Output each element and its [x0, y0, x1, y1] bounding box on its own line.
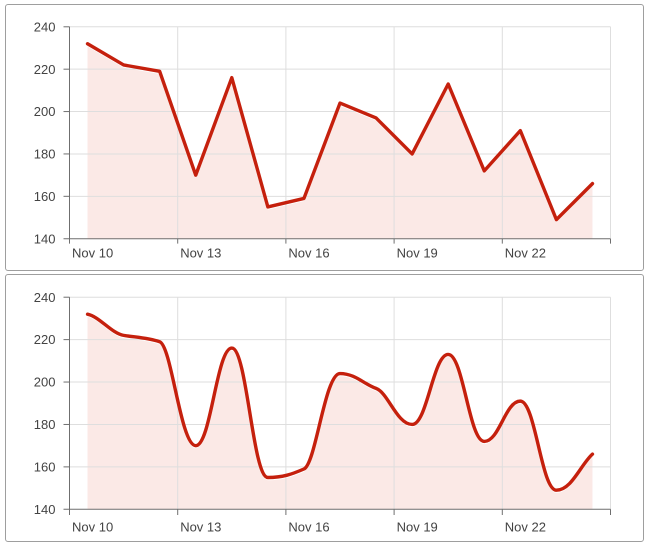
svg-text:140: 140	[34, 231, 56, 246]
svg-text:220: 220	[34, 62, 56, 77]
svg-text:Nov 13: Nov 13	[180, 519, 221, 534]
svg-text:140: 140	[34, 502, 56, 517]
svg-text:Nov 10: Nov 10	[72, 519, 113, 534]
svg-text:Nov 22: Nov 22	[505, 519, 546, 534]
svg-text:160: 160	[34, 189, 56, 204]
svg-text:Nov 22: Nov 22	[505, 246, 546, 261]
svg-text:Nov 13: Nov 13	[180, 246, 221, 261]
svg-text:Nov 19: Nov 19	[397, 246, 438, 261]
svg-text:240: 240	[34, 19, 56, 34]
svg-text:Nov 10: Nov 10	[72, 246, 113, 261]
svg-text:160: 160	[34, 459, 56, 474]
svg-text:Nov 16: Nov 16	[288, 519, 329, 534]
svg-text:180: 180	[34, 417, 56, 432]
svg-text:200: 200	[34, 104, 56, 119]
svg-text:220: 220	[34, 332, 56, 347]
svg-text:Nov 16: Nov 16	[288, 246, 329, 261]
svg-text:180: 180	[34, 147, 56, 162]
svg-text:240: 240	[34, 290, 56, 305]
svg-text:Nov 19: Nov 19	[397, 519, 438, 534]
svg-text:200: 200	[34, 375, 56, 390]
